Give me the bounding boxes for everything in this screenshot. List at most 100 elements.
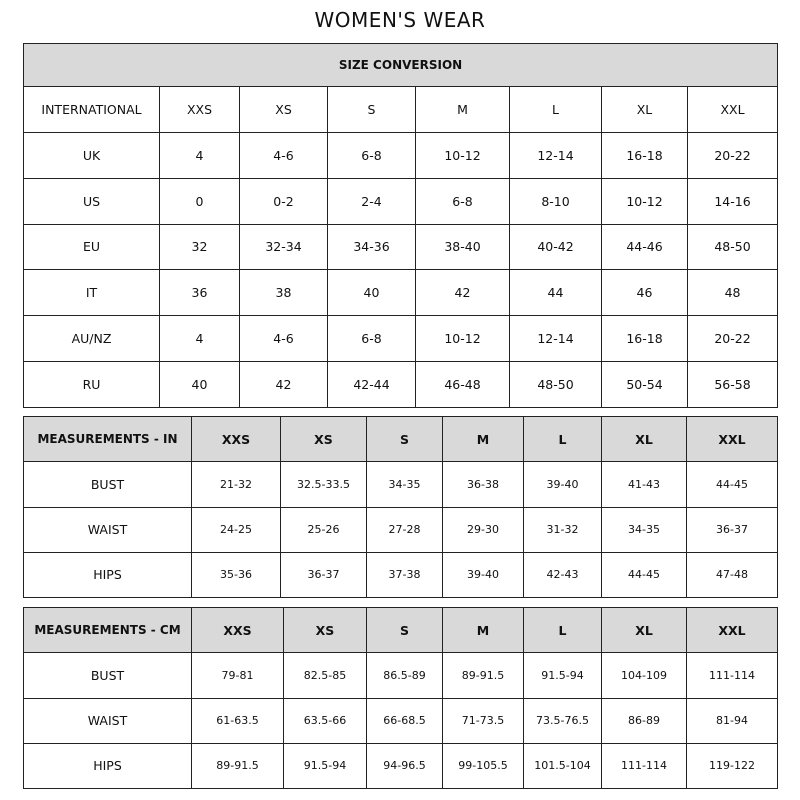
table-cell: 101.5-104 — [523, 742, 602, 790]
row-label: MEASUREMENTS - IN — [23, 415, 192, 463]
table-cell: 31-32 — [523, 506, 602, 553]
table-cell: 21-32 — [191, 461, 281, 508]
table-cell: 14-16 — [686, 177, 779, 225]
table-cell: M — [442, 606, 524, 654]
row-label: UK — [23, 131, 160, 179]
table-cell: 39-40 — [442, 551, 524, 599]
table-cell: XXL — [686, 606, 778, 654]
table-row: WAIST 24-25 25-26 27-28 29-30 31-32 34-35 36-37 — [23, 506, 778, 553]
table-cell: 66-68.5 — [366, 697, 443, 744]
row-label: BUST — [23, 461, 192, 508]
table-row: UK 4 4-6 6-8 10-12 12-14 16-18 20-22 — [23, 131, 779, 179]
table-cell: 38 — [239, 269, 328, 317]
table-cell: 119-122 — [686, 742, 778, 790]
table-cell: L — [509, 85, 602, 133]
table-cell: 42 — [415, 269, 510, 317]
table-cell: 40-42 — [509, 223, 602, 271]
header-row: INTERNATIONAL XXS XS S M L XL XXL — [23, 85, 779, 133]
table-cell: 6-8 — [327, 131, 416, 179]
table-cell: 86.5-89 — [366, 652, 443, 699]
table-cell: 20-22 — [686, 131, 779, 179]
table-cell: 41-43 — [601, 461, 687, 508]
table-cell: 48-50 — [686, 223, 779, 271]
table-cell: XL — [601, 606, 687, 654]
table-cell: 46 — [601, 269, 688, 317]
table-cell: 91.5-94 — [283, 742, 367, 790]
table-cell: 0-2 — [239, 177, 328, 225]
table-cell: 111-114 — [601, 742, 687, 790]
table-cell: 111-114 — [686, 652, 778, 699]
table-row: HIPS 35-36 36-37 37-38 39-40 42-43 44-45 47-48 — [23, 551, 778, 599]
table-cell: 36-38 — [442, 461, 524, 508]
row-label: US — [23, 177, 160, 225]
row-label: WAIST — [23, 506, 192, 553]
table-cell: M — [442, 415, 524, 463]
row-label: EU — [23, 223, 160, 271]
table-cell: 36 — [159, 269, 240, 317]
table-cell: 99-105.5 — [442, 742, 524, 790]
table-cell: S — [366, 415, 443, 463]
table-cell: 4 — [159, 131, 240, 179]
row-label: WAIST — [23, 697, 192, 744]
table-cell: XL — [601, 415, 687, 463]
table-cell: 34-35 — [601, 506, 687, 553]
table-cell: 8-10 — [509, 177, 602, 225]
table-cell: 16-18 — [601, 131, 688, 179]
table-cell: 44 — [509, 269, 602, 317]
table-cell: XXL — [686, 85, 779, 133]
row-label: RU — [23, 361, 160, 408]
table-cell: 56-58 — [686, 361, 779, 408]
table-cell: 34-35 — [366, 461, 443, 508]
table-cell: XS — [280, 415, 367, 463]
table-cell: XXS — [191, 415, 281, 463]
row-label: IT — [23, 269, 160, 317]
table-cell: 50-54 — [601, 361, 688, 408]
table-row: EU 32 32-34 34-36 38-40 40-42 44-46 48-50 — [23, 223, 779, 271]
table-cell: XXS — [159, 85, 240, 133]
table-cell: 89-91.5 — [442, 652, 524, 699]
table-row: HIPS 89-91.5 91.5-94 94-96.5 99-105.5 101.5-1… — [23, 742, 778, 790]
table-cell: 12-14 — [509, 131, 602, 179]
table-cell: S — [366, 606, 443, 654]
table-cell: 89-91.5 — [191, 742, 284, 790]
table-cell: 39-40 — [523, 461, 602, 508]
table-cell: 27-28 — [366, 506, 443, 553]
page-title: WOMEN'S WEAR — [314, 8, 486, 32]
table-cell: 42-43 — [523, 551, 602, 599]
table-cell: 4 — [159, 315, 240, 363]
measurements-cm-table: MEASUREMENTS - CM XXS XS S M L XL XXL BUST 79-81 8… — [23, 606, 778, 790]
table-cell: 71-73.5 — [442, 697, 524, 744]
row-label: BUST — [23, 652, 192, 699]
banner-row: SIZE CONVERSION — [22, 43, 779, 87]
table-cell: 32-34 — [239, 223, 328, 271]
table-cell: 4-6 — [239, 315, 328, 363]
table-cell: 44-45 — [601, 551, 687, 599]
table-cell: 24-25 — [191, 506, 281, 553]
table-banner: SIZE CONVERSION — [22, 43, 779, 87]
table-cell: 16-18 — [601, 315, 688, 363]
table-cell: 94-96.5 — [366, 742, 443, 790]
table-cell: 20-22 — [686, 315, 779, 363]
table-cell: 35-36 — [191, 551, 281, 599]
table-cell: 36-37 — [280, 551, 367, 599]
table-cell: 61-63.5 — [191, 697, 284, 744]
table-row: BUST 79-81 82.5-85 86.5-89 89-91.5 91.5-94 104… — [23, 652, 778, 699]
table-cell: S — [327, 85, 416, 133]
table-cell: 6-8 — [415, 177, 510, 225]
table-cell: 10-12 — [601, 177, 688, 225]
table-cell: 12-14 — [509, 315, 602, 363]
table-cell: 44-45 — [686, 461, 778, 508]
table-cell: 91.5-94 — [523, 652, 602, 699]
table-cell: 63.5-66 — [283, 697, 367, 744]
row-label: HIPS — [23, 742, 192, 790]
table-cell: 40 — [159, 361, 240, 408]
table-cell: 81-94 — [686, 697, 778, 744]
table-cell: 6-8 — [327, 315, 416, 363]
row-label: INTERNATIONAL — [23, 85, 160, 133]
table-cell: 73.5-76.5 — [523, 697, 602, 744]
table-cell: 32 — [159, 223, 240, 271]
header-row: MEASUREMENTS - IN XXS XS S M L XL XXL — [23, 415, 778, 463]
table-cell: 40 — [327, 269, 416, 317]
table-row: US 0 0-2 2-4 6-8 8-10 10-12 14-16 — [23, 177, 779, 225]
table-cell: 79-81 — [191, 652, 284, 699]
